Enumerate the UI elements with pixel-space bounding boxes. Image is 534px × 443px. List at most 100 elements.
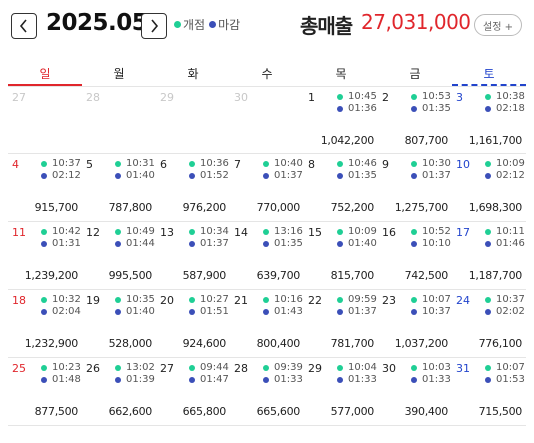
day-cell[interactable]: 28 09:39 01:33 665,600 (230, 358, 304, 426)
day-cell[interactable]: 14 13:16 01:35 639,700 (230, 222, 304, 290)
day-cell[interactable]: 19 10:35 01:40 528,000 (82, 290, 156, 358)
day-cell[interactable]: 22 09:59 01:37 781,700 (304, 290, 378, 358)
open-dot-icon (485, 297, 491, 303)
close-time: 01:31 (41, 238, 81, 250)
day-number: 5 (86, 158, 93, 171)
calendar-header: 2025.05 개점 마감 총매출 27,031,000 설정 + (0, 0, 534, 50)
close-time: 01:37 (411, 170, 451, 182)
open-time-value: 10:34 (200, 226, 229, 237)
open-time: 13:02 (115, 362, 155, 374)
open-time: 09:39 (263, 362, 303, 374)
day-cell[interactable]: 3 10:38 02:18 1,161,700 (452, 87, 526, 155)
day-cell[interactable]: 21 10:16 01:43 800,400 (230, 290, 304, 358)
close-time-value: 01:33 (274, 374, 303, 385)
open-time: 10:11 (485, 226, 525, 238)
day-number: 29 (160, 91, 174, 104)
close-time-value: 01:37 (200, 238, 229, 249)
day-cell[interactable]: 26 13:02 01:39 662,600 (82, 358, 156, 426)
close-time-value: 01:36 (348, 103, 377, 114)
legend-close: 마감 (209, 16, 240, 33)
day-cell[interactable]: 4 10:37 02:12 915,700 (8, 154, 82, 222)
close-time-value: 01:40 (348, 238, 377, 249)
day-cell[interactable]: 24 10:37 02:02 776,100 (452, 290, 526, 358)
close-time-value: 02:04 (52, 306, 81, 317)
day-number: 22 (308, 294, 322, 307)
day-sales: 995,500 (108, 269, 153, 282)
day-cell[interactable]: 18 10:32 02:04 1,232,900 (8, 290, 82, 358)
day-cell[interactable]: 28 (82, 87, 156, 155)
day-times: 10:30 01:37 (411, 158, 451, 182)
day-times: 10:45 01:36 (337, 91, 377, 115)
day-cell[interactable]: 13 10:34 01:37 587,900 (156, 222, 230, 290)
chevron-left-icon (19, 19, 27, 33)
day-times: 10:40 01:37 (263, 158, 303, 182)
day-cell[interactable]: 27 09:44 01:47 665,800 (156, 358, 230, 426)
close-dot-icon (263, 377, 269, 383)
day-cell[interactable]: 23 10:07 10:37 1,037,200 (378, 290, 452, 358)
day-cell[interactable]: 17 10:11 01:46 1,187,700 (452, 222, 526, 290)
settings-button[interactable]: 설정 + (474, 14, 522, 36)
day-number: 3 (456, 91, 463, 104)
day-cell[interactable]: 10 10:09 02:12 1,698,300 (452, 154, 526, 222)
day-cell[interactable]: 16 10:52 10:10 742,500 (378, 222, 452, 290)
weekday-label: 수 (261, 67, 273, 81)
close-time-value: 01:46 (496, 238, 525, 249)
close-dot-icon (41, 309, 47, 315)
close-time: 02:12 (485, 170, 525, 182)
day-cell[interactable]: 29 10:04 01:33 577,000 (304, 358, 378, 426)
day-cell[interactable]: 20 10:27 01:51 924,600 (156, 290, 230, 358)
day-cell[interactable]: 1 10:45 01:36 1,042,200 (304, 87, 378, 155)
close-time-value: 10:37 (422, 306, 451, 317)
close-time: 01:40 (115, 306, 155, 318)
open-time: 10:07 (485, 362, 525, 374)
day-cell[interactable]: 9 10:30 01:37 1,275,700 (378, 154, 452, 222)
open-time-value: 10:32 (52, 294, 81, 305)
close-dot-icon (263, 173, 269, 179)
day-cell[interactable]: 12 10:49 01:44 995,500 (82, 222, 156, 290)
day-sales: 715,500 (478, 405, 523, 418)
total-sales-label: 총매출 (300, 14, 353, 38)
close-time-value: 01:43 (274, 306, 303, 317)
next-month-button[interactable] (141, 13, 167, 39)
day-cell[interactable]: 5 10:31 01:40 787,800 (82, 154, 156, 222)
open-time-value: 10:38 (496, 91, 525, 102)
day-cell[interactable]: 6 10:36 01:52 976,200 (156, 154, 230, 222)
close-time-value: 02:12 (496, 170, 525, 181)
day-cell[interactable]: 8 10:46 01:35 752,200 (304, 154, 378, 222)
day-times: 10:46 01:35 (337, 158, 377, 182)
day-times: 10:36 01:52 (189, 158, 229, 182)
open-time-value: 10:23 (52, 362, 81, 373)
open-time: 10:49 (115, 226, 155, 238)
day-cell[interactable]: 31 10:07 01:53 715,500 (452, 358, 526, 426)
day-cell[interactable]: 27 (8, 87, 82, 155)
open-dot-icon (189, 365, 195, 371)
day-times: 10:11 01:46 (485, 226, 525, 250)
open-dot-icon (485, 94, 491, 100)
day-cell[interactable]: 30 10:03 01:33 390,400 (378, 358, 452, 426)
day-cell[interactable]: 7 10:40 01:37 770,000 (230, 154, 304, 222)
open-time: 10:04 (337, 362, 377, 374)
day-cell[interactable]: 2 10:53 01:35 807,700 (378, 87, 452, 155)
prev-month-button[interactable] (11, 13, 37, 39)
weekday-label: 목 (335, 67, 347, 81)
day-times: 10:03 01:33 (411, 362, 451, 386)
day-sales: 924,600 (182, 337, 227, 350)
open-time-value: 10:40 (274, 158, 303, 169)
day-number: 27 (160, 362, 174, 375)
week-row: 27 28 29 30 1 10:45 01:36 1,042,200 2 10:53 01:35 8… (8, 86, 526, 154)
day-cell[interactable]: 11 10:42 01:31 1,239,200 (8, 222, 82, 290)
day-cell[interactable]: 15 10:09 01:40 815,700 (304, 222, 378, 290)
day-cell[interactable]: 25 10:23 01:48 877,500 (8, 358, 82, 426)
close-time: 10:10 (411, 238, 451, 250)
day-sales: 665,600 (256, 405, 301, 418)
close-dot-icon (189, 377, 195, 383)
open-time: 10:53 (411, 91, 451, 103)
close-dot-icon (411, 106, 417, 112)
open-dot-icon (263, 297, 269, 303)
day-cell[interactable]: 29 (156, 87, 230, 155)
close-time: 01:33 (337, 374, 377, 386)
day-cell[interactable]: 30 (230, 87, 304, 155)
open-dot-icon (411, 229, 417, 235)
open-dot-icon (337, 297, 343, 303)
week-row: 11 10:42 01:31 1,239,200 12 10:49 01:44 995,500… (8, 222, 526, 290)
